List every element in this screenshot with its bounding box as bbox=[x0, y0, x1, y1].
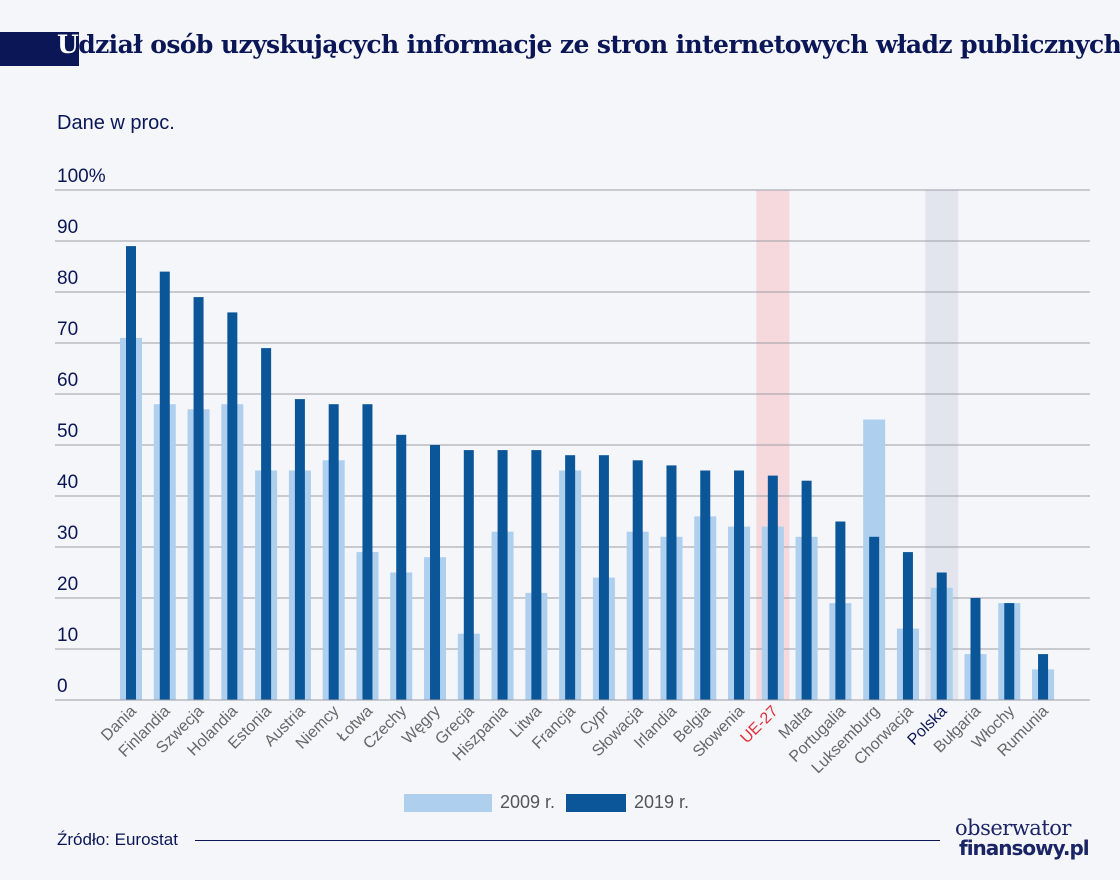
legend-swatch-2019 bbox=[566, 793, 626, 812]
bar-2019 bbox=[632, 460, 643, 700]
y-tick-label: 80 bbox=[57, 268, 78, 289]
logo: obserwator finansowy.pl bbox=[955, 816, 1090, 860]
bar-2019 bbox=[835, 521, 846, 700]
bar-2019 bbox=[936, 572, 947, 700]
bar-2019 bbox=[497, 450, 508, 700]
bar-2019 bbox=[294, 399, 305, 700]
bar-2019 bbox=[261, 348, 272, 700]
bar-2019 bbox=[193, 297, 204, 700]
chart-title: Udział osób uzyskujących informacje ze s… bbox=[57, 30, 1120, 59]
y-tick-label: 0 bbox=[57, 676, 68, 697]
bar-2019 bbox=[463, 450, 474, 700]
legend-label-2009: 2009 r. bbox=[500, 792, 556, 812]
chart-subtitle: Dane w proc. bbox=[57, 112, 175, 134]
bar-2019 bbox=[159, 271, 170, 700]
y-tick-label: 20 bbox=[57, 574, 78, 595]
bar-2019 bbox=[598, 455, 609, 700]
logo-line1: obserwator bbox=[955, 816, 1071, 840]
logo-line2: finansowy.pl bbox=[959, 836, 1090, 860]
y-tick-label: 40 bbox=[57, 472, 78, 493]
y-tick-label: 60 bbox=[57, 370, 78, 391]
bar-2019 bbox=[430, 445, 441, 700]
y-tick-label: 10 bbox=[57, 625, 78, 646]
bar-2019 bbox=[362, 404, 373, 700]
y-tick-label: 70 bbox=[57, 319, 78, 340]
legend-swatch-2009 bbox=[404, 793, 492, 812]
y-tick-label: 100% bbox=[57, 166, 106, 187]
bar-2019 bbox=[700, 470, 711, 700]
footer-divider bbox=[195, 840, 940, 841]
y-tick-label: 50 bbox=[57, 421, 78, 442]
bar-2019 bbox=[767, 475, 778, 700]
bar-2019 bbox=[396, 434, 407, 700]
bar-2019 bbox=[1038, 654, 1049, 700]
legend-label-2019: 2019 r. bbox=[634, 792, 690, 812]
source-note: Źródło: Eurostat bbox=[57, 830, 178, 849]
bar-2019 bbox=[126, 246, 136, 700]
bar-2019 bbox=[666, 465, 677, 700]
x-tick-label: UE-27 bbox=[738, 703, 782, 747]
y-tick-label: 30 bbox=[57, 523, 78, 544]
bar-2019 bbox=[801, 480, 812, 700]
bar-2019 bbox=[227, 312, 238, 700]
title-accent-box bbox=[0, 32, 79, 66]
y-tick-label: 90 bbox=[57, 217, 78, 238]
bar-2019 bbox=[734, 470, 745, 700]
legend-item-2009: 2009 r. bbox=[404, 792, 555, 813]
bar-2019 bbox=[531, 450, 542, 700]
bar-2019 bbox=[970, 598, 981, 700]
bar-2019 bbox=[328, 404, 339, 700]
bar-2019 bbox=[565, 455, 576, 700]
bar-2019 bbox=[902, 552, 913, 700]
bar-2019 bbox=[1004, 603, 1015, 700]
legend-item-2019: 2019 r. bbox=[566, 792, 689, 813]
bar-2019 bbox=[869, 536, 880, 700]
